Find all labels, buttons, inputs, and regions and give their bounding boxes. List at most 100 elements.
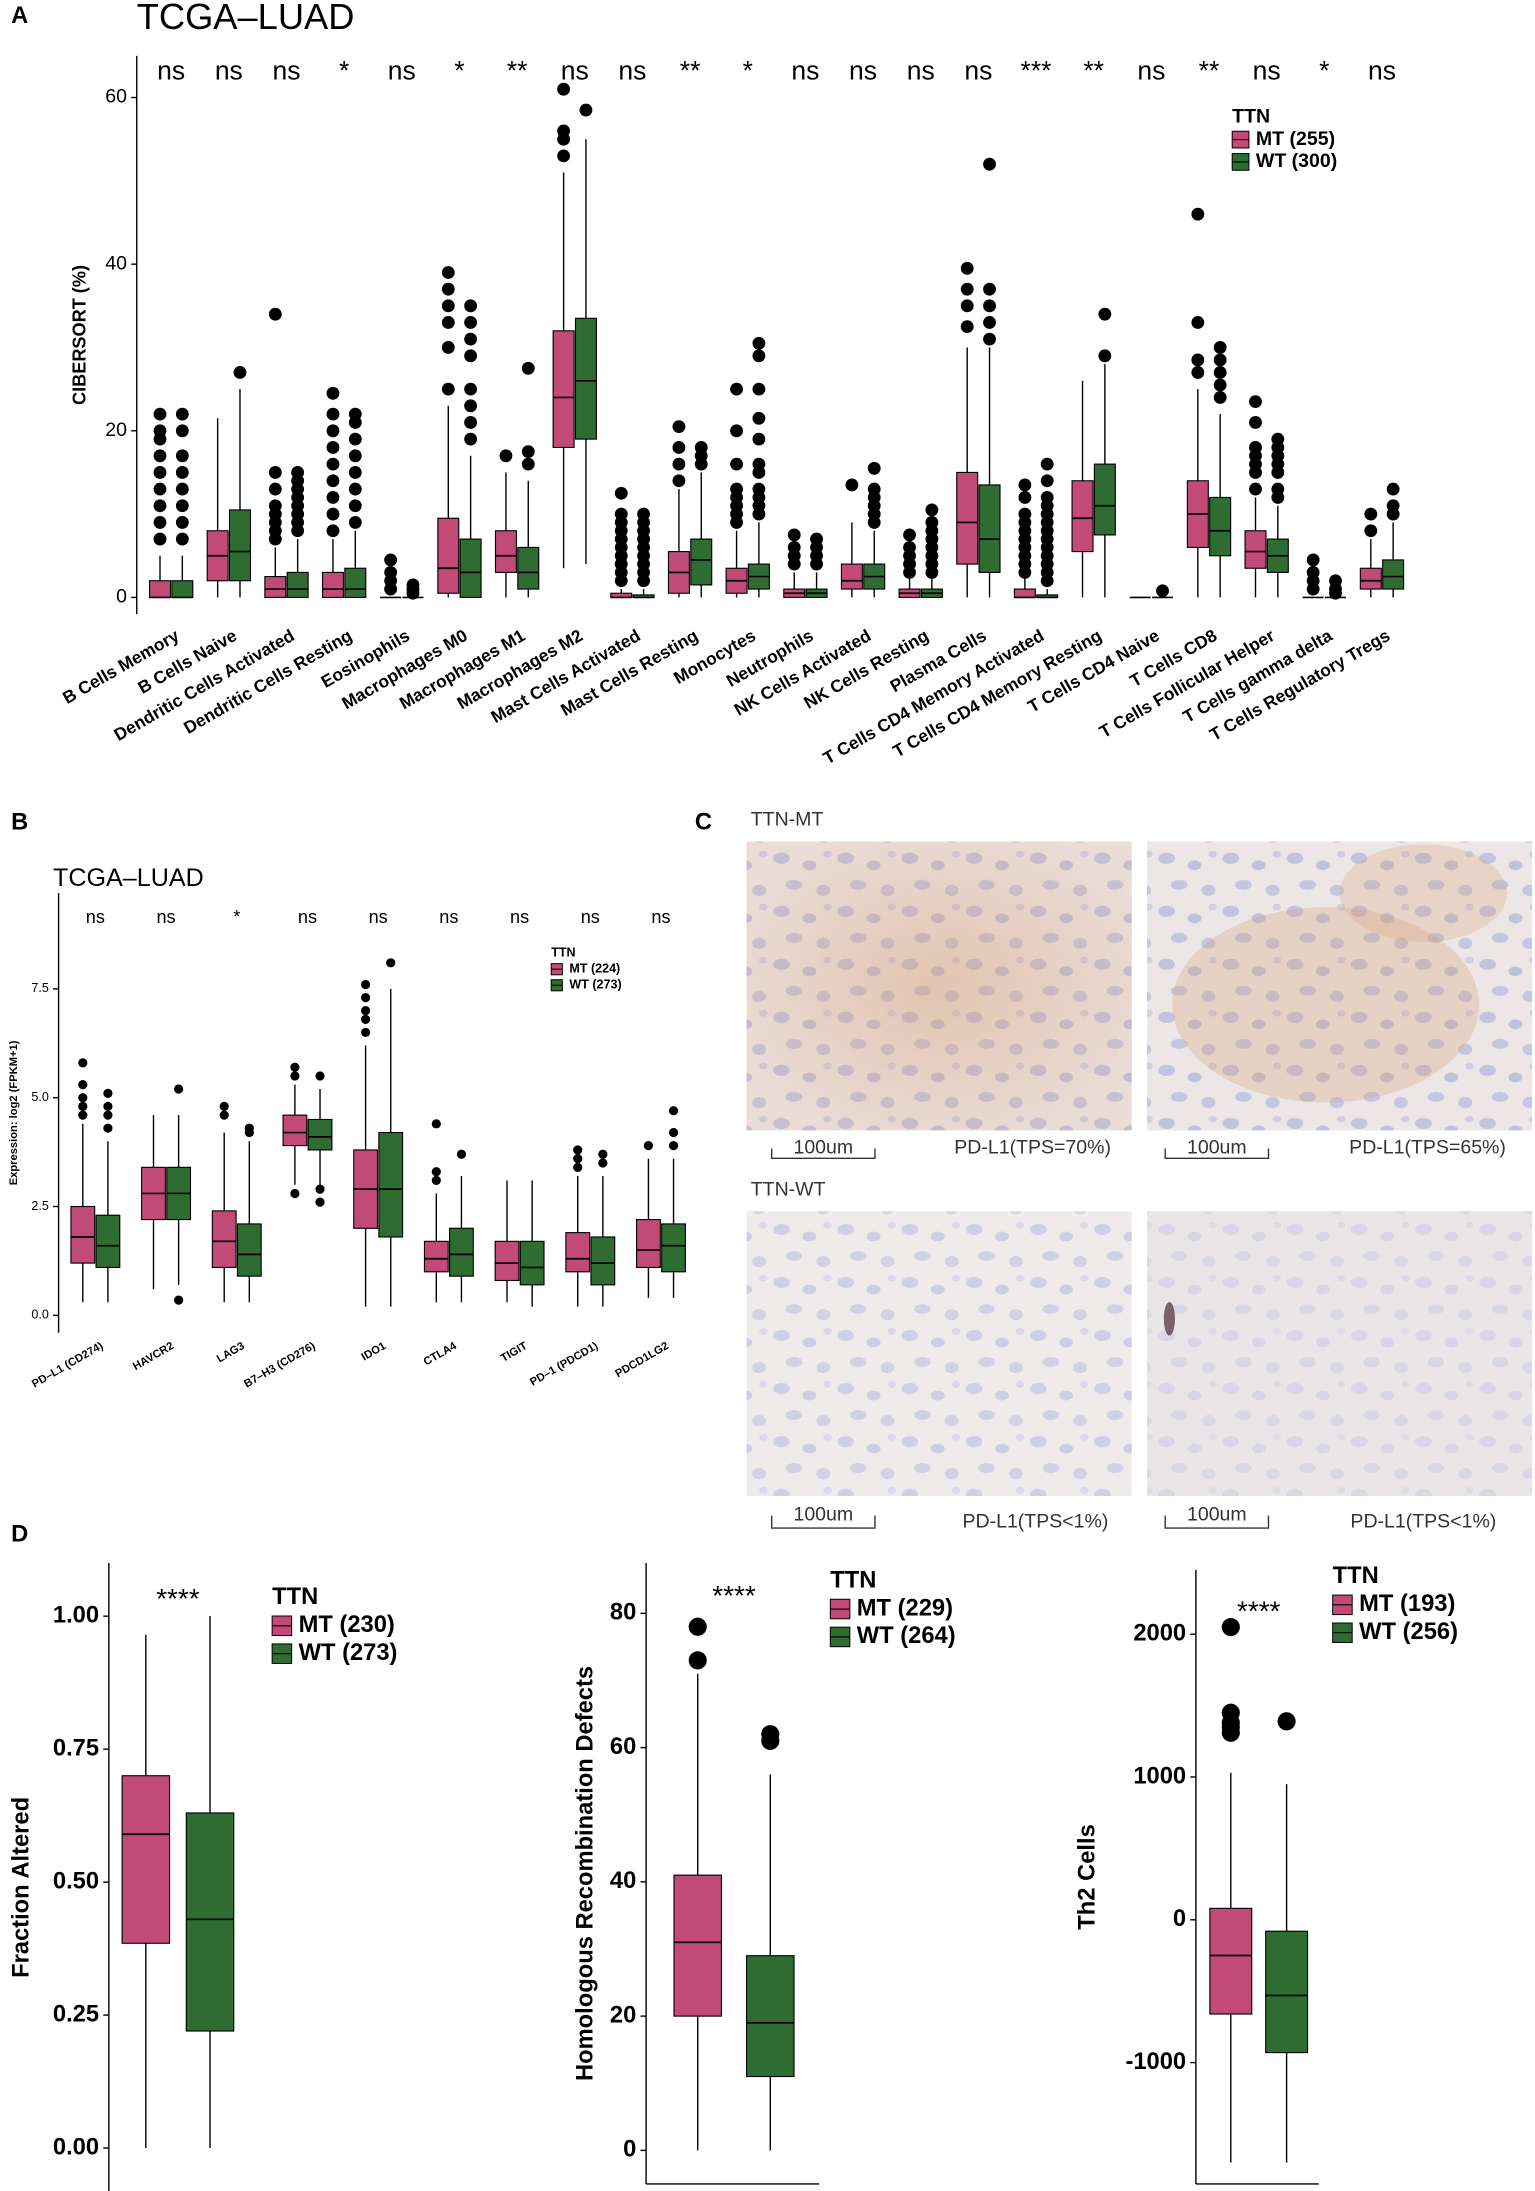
legend-title: TTN xyxy=(1333,1563,1379,1589)
outlier xyxy=(787,528,801,542)
box xyxy=(211,1210,237,1269)
y-tick-label: 0 xyxy=(1173,1906,1186,1932)
significance: ns xyxy=(651,907,670,927)
outlier xyxy=(1386,499,1400,513)
outlier xyxy=(730,482,743,496)
outlier xyxy=(1213,353,1227,367)
outlier xyxy=(153,499,167,513)
outlier xyxy=(78,1101,88,1112)
outlier xyxy=(464,432,478,446)
outlier xyxy=(1018,478,1032,492)
outlier xyxy=(1018,491,1032,504)
outlier xyxy=(78,1080,88,1090)
outlier xyxy=(175,449,189,463)
ihc-stain xyxy=(1172,907,1480,1103)
outlier xyxy=(384,553,398,567)
outlier xyxy=(557,82,571,96)
outlier xyxy=(752,411,766,425)
outlier xyxy=(752,336,766,350)
box xyxy=(236,1223,262,1277)
outlier xyxy=(672,420,686,434)
outlier xyxy=(464,316,478,329)
box xyxy=(746,1955,795,2078)
significance: ns xyxy=(791,56,819,86)
legend-label: WT (264) xyxy=(857,1623,956,1649)
outlier xyxy=(1040,491,1054,504)
y-axis-label: CIBERSORT (%) xyxy=(70,265,90,405)
y-tick-label: 40 xyxy=(105,252,127,274)
outlier xyxy=(153,449,167,463)
outlier xyxy=(1249,395,1262,409)
significance: ns xyxy=(510,907,529,927)
outlier xyxy=(326,441,340,454)
outlier xyxy=(1191,207,1205,221)
outlier xyxy=(244,1123,254,1133)
ihc-image xyxy=(746,1211,1132,1496)
outlier xyxy=(219,1101,229,1112)
y-tick-label: 1000 xyxy=(1133,1763,1186,1789)
y-tick-label: 1.00 xyxy=(53,1602,99,1628)
box xyxy=(437,517,460,594)
outlier xyxy=(153,516,167,529)
legend-title: TTN xyxy=(551,945,575,959)
ihc-speck xyxy=(1163,1302,1175,1336)
outlier xyxy=(730,457,743,471)
outlier xyxy=(441,299,455,313)
outlier xyxy=(1249,416,1262,429)
legend-label: MT (229) xyxy=(857,1595,953,1621)
panel-label: A xyxy=(11,3,28,29)
scale-label: 100um xyxy=(1187,1504,1247,1526)
y-tick-label: 0.50 xyxy=(53,1868,99,1894)
outlier xyxy=(903,528,916,542)
box xyxy=(344,567,367,598)
scale-bar xyxy=(770,1148,876,1159)
significance: ns xyxy=(272,56,300,86)
outlier xyxy=(983,282,996,296)
outlier xyxy=(960,261,974,275)
outlier xyxy=(431,1119,441,1129)
outlier xyxy=(787,541,801,554)
y-axis-label: Homologous Recombination Defects xyxy=(572,1666,598,2081)
outlier xyxy=(867,482,881,496)
ihc-image xyxy=(1147,841,1533,1131)
outlier xyxy=(441,282,455,296)
y-axis-label: Fraction Altered xyxy=(9,1797,35,1978)
outlier xyxy=(1040,457,1054,471)
box xyxy=(185,1812,235,2032)
outlier xyxy=(903,541,916,554)
outlier xyxy=(348,407,362,421)
outlier xyxy=(1098,349,1112,363)
y-tick-label: 20 xyxy=(610,2002,636,2028)
ihc-caption: PD-L1(TPS=70%) xyxy=(954,1137,1111,1159)
outlier xyxy=(643,1140,654,1151)
outlier xyxy=(1191,316,1205,329)
outlier xyxy=(326,424,340,438)
chart-title: TCGA–LUAD xyxy=(137,0,355,37)
outlier xyxy=(499,449,513,463)
outlier xyxy=(1329,574,1342,588)
significance: ns xyxy=(86,907,105,927)
outlier xyxy=(348,432,362,446)
outlier xyxy=(557,124,571,138)
significance: ns xyxy=(618,56,646,86)
outlier xyxy=(290,1188,300,1199)
outlier xyxy=(694,441,708,454)
significance: ns xyxy=(439,907,458,927)
outlier xyxy=(598,1158,608,1168)
y-tick-label: 0.0 xyxy=(31,1308,48,1322)
y-tick-label: -1000 xyxy=(1125,2049,1186,2075)
box xyxy=(95,1214,121,1269)
outlier xyxy=(326,507,340,521)
ihc-caption: PD-L1(TPS<1%) xyxy=(962,1511,1108,1533)
panel-label: C xyxy=(695,810,712,836)
outlier xyxy=(1040,474,1054,488)
outlier xyxy=(315,1071,325,1081)
outlier xyxy=(668,1127,679,1138)
significance: **** xyxy=(712,1580,756,1611)
outlier xyxy=(291,466,305,479)
box xyxy=(121,1775,171,1944)
significance: ** xyxy=(507,56,528,86)
box xyxy=(1209,1907,1253,2015)
significance: ns xyxy=(156,907,175,927)
scale-bar xyxy=(1164,1148,1270,1159)
